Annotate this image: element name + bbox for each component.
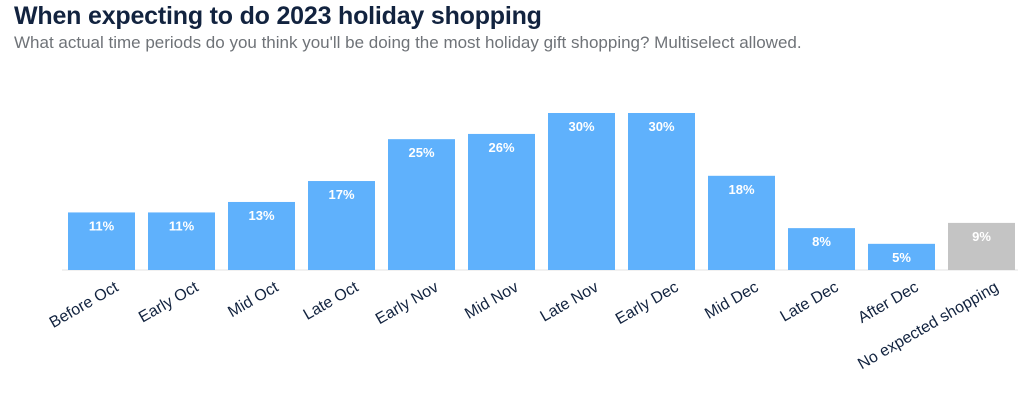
category-tick-label: Mid Oct	[225, 278, 282, 321]
category-tick-label: No expected shopping	[855, 279, 1001, 373]
bar	[308, 181, 375, 270]
bar	[548, 113, 615, 270]
data-label: 5%	[892, 250, 911, 265]
data-label: 8%	[812, 234, 831, 249]
category-tick-label: Late Oct	[301, 278, 362, 323]
data-label: 13%	[248, 208, 274, 223]
data-label: 11%	[169, 218, 195, 233]
bar	[628, 113, 695, 270]
data-label: 11%	[89, 218, 115, 233]
category-tick-label: Early Dec	[613, 279, 682, 328]
data-label: 26%	[488, 140, 514, 155]
bar	[468, 133, 535, 270]
category-tick-label: Late Dec	[778, 279, 842, 326]
category-tick-label: Late Nov	[538, 279, 602, 326]
bar	[228, 201, 295, 270]
data-label: 17%	[328, 187, 354, 202]
bar	[948, 222, 1015, 270]
bar	[708, 175, 775, 270]
bar	[148, 212, 215, 270]
category-tick-label: Before Oct	[47, 278, 122, 331]
bar	[68, 212, 135, 270]
data-label: 30%	[568, 119, 594, 134]
category-tick-label: Early Nov	[373, 279, 442, 328]
data-label: 9%	[972, 229, 991, 244]
category-tick-label: After Dec	[855, 279, 921, 327]
category-tick-label: Mid Dec	[702, 279, 761, 323]
chart-title: When expecting to do 2023 holiday shoppi…	[14, 2, 542, 30]
data-label: 18%	[728, 182, 754, 197]
chart-subtitle: What actual time periods do you think yo…	[14, 33, 802, 52]
bar	[868, 243, 935, 270]
category-tick-label: Early Oct	[136, 278, 202, 326]
bar	[788, 228, 855, 270]
bar	[388, 139, 455, 270]
category-tick-label: Mid Nov	[462, 279, 521, 323]
data-label: 25%	[408, 145, 434, 160]
data-label: 30%	[648, 119, 674, 134]
